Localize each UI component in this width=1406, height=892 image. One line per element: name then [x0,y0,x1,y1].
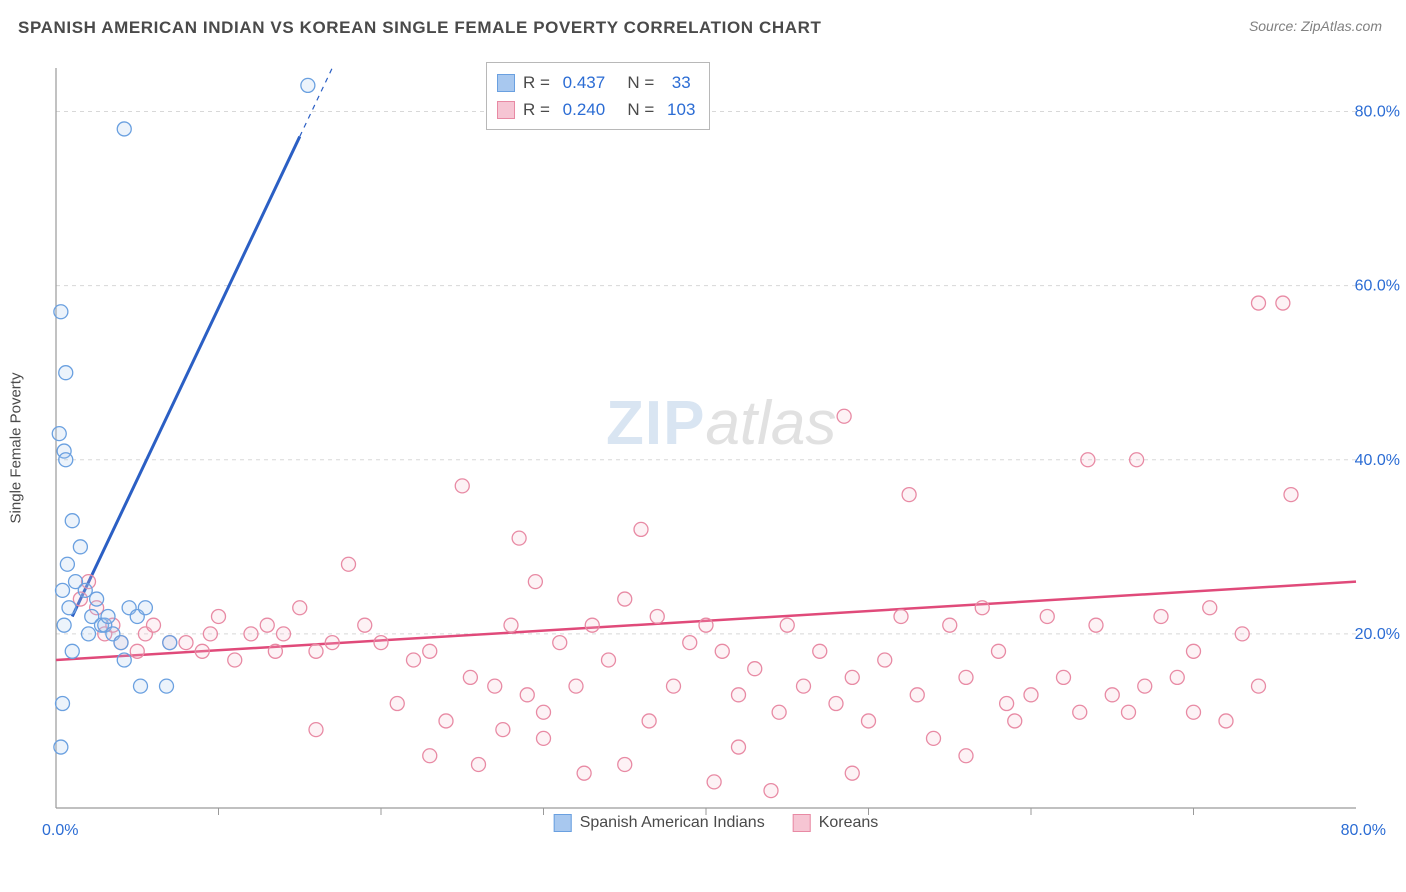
legend-swatch-series2 [793,814,811,832]
r-value-series1: 0.437 [563,69,606,96]
stats-row-series1: R = 0.437 N = 33 [497,69,695,96]
legend: Spanish American Indians Koreans [554,814,879,832]
stats-row-series2: R = 0.240 N = 103 [497,96,695,123]
scatter-plot: 20.0% 40.0% 60.0% 80.0% [46,58,1406,838]
svg-text:40.0%: 40.0% [1355,452,1400,469]
legend-swatch-series1 [554,814,572,832]
chart-header: SPANISH AMERICAN INDIAN VS KOREAN SINGLE… [0,0,1406,48]
legend-label-series1: Spanish American Indians [580,814,765,832]
y-axis-label: Single Female Poverty [8,373,25,524]
swatch-series2 [497,101,515,119]
correlation-stats-box: R = 0.437 N = 33 R = 0.240 N = 103 [486,62,710,130]
legend-label-series2: Koreans [819,814,879,832]
n-value-series1: 33 [672,69,691,96]
legend-item-series2: Koreans [793,814,879,832]
chart-area: Single Female Poverty 20.0%40.0%60.0%80.… [46,58,1386,838]
svg-text:20.0%: 20.0% [1355,626,1400,643]
x-max-label: 80.0% [1341,822,1386,840]
chart-source: Source: ZipAtlas.com [1249,18,1382,34]
svg-text:80.0%: 80.0% [1355,104,1400,121]
swatch-series1 [497,74,515,92]
svg-text:60.0%: 60.0% [1355,278,1400,295]
x-origin-label: 0.0% [42,822,78,840]
legend-item-series1: Spanish American Indians [554,814,765,832]
r-value-series2: 0.240 [563,96,606,123]
chart-title: SPANISH AMERICAN INDIAN VS KOREAN SINGLE… [18,18,822,38]
n-value-series2: 103 [667,96,695,123]
